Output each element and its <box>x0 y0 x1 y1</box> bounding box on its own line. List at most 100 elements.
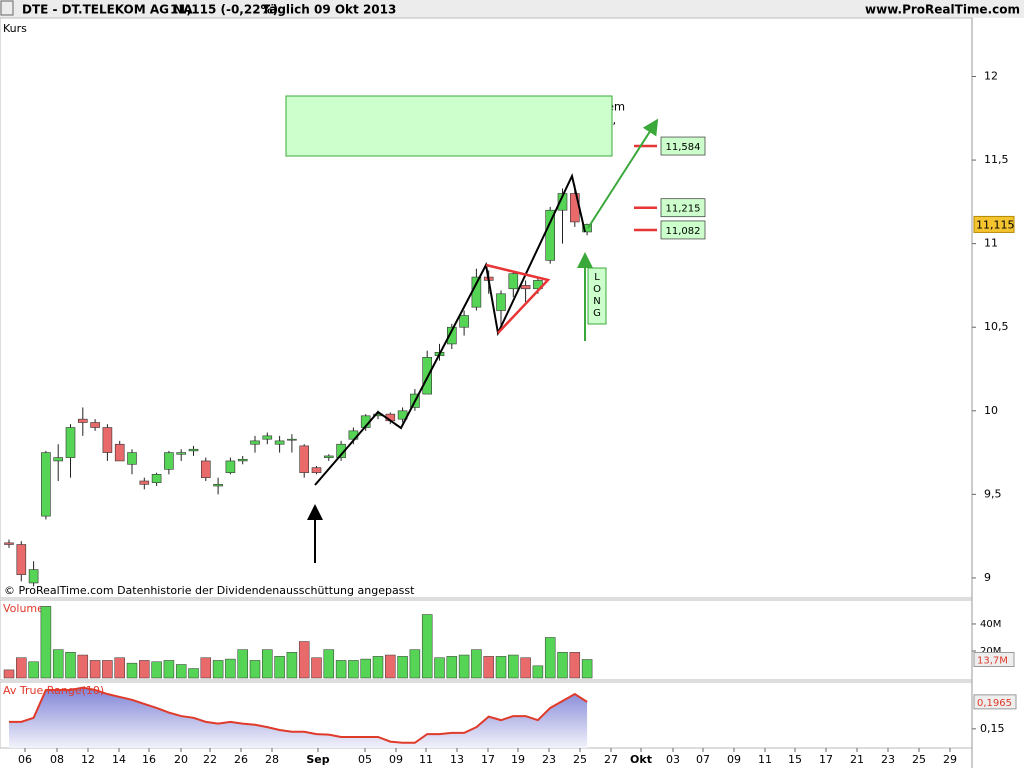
y-tick-label: 40M <box>980 619 1001 630</box>
volume-bar <box>495 656 507 679</box>
last-volume: 13,7M <box>977 655 1008 666</box>
volume-bar <box>348 660 359 679</box>
candle-body <box>582 224 592 233</box>
atr-line <box>9 686 588 744</box>
header-icon <box>0 0 14 16</box>
volume-bar <box>434 657 445 679</box>
candle-body <box>4 542 14 545</box>
candle-body <box>188 448 199 452</box>
y-tick-label: 9,5 <box>984 487 1002 500</box>
x-tick-label: 25 <box>573 753 587 766</box>
volume-bar <box>139 660 150 679</box>
x-tick-label: 26 <box>234 753 248 766</box>
x-tick-label: 07 <box>696 753 710 766</box>
signal-box <box>587 267 607 325</box>
volume-bar <box>151 661 162 679</box>
volume-bar <box>274 656 285 679</box>
volume-bar <box>262 649 273 679</box>
candle-body <box>250 440 260 445</box>
volume-bar <box>409 649 421 679</box>
candle-body <box>323 455 334 458</box>
volume-bar <box>581 659 593 679</box>
x-tick-label: 15 <box>788 753 802 766</box>
panes <box>0 17 973 768</box>
candle-body <box>262 435 273 440</box>
x-tick-label: 16 <box>142 753 156 766</box>
candle-body <box>557 193 568 211</box>
x-tick-label: 19 <box>511 753 525 766</box>
volume-bar <box>421 614 433 679</box>
volume-bar <box>311 657 322 679</box>
last-atr-box <box>973 694 1017 710</box>
candle-body <box>114 443 125 462</box>
period: Täglich 09 Okt 2013 <box>262 3 396 17</box>
x-tick-label: 21 <box>850 753 864 766</box>
volume-bar <box>225 658 236 679</box>
y-tick-label: 10 <box>984 404 998 417</box>
signal: LONG <box>592 272 603 320</box>
volume-bar <box>397 656 408 679</box>
candle-body <box>176 452 186 455</box>
candle-body <box>225 460 236 473</box>
atr-title: Av True Range(10) <box>3 684 104 697</box>
volume-bar <box>52 649 64 679</box>
volume-bar <box>77 654 89 679</box>
volume-bar <box>16 657 27 679</box>
volume-bar <box>544 637 556 679</box>
x-tick-label: 03 <box>666 753 680 766</box>
x-tick-label: 23 <box>542 753 556 766</box>
candle-body <box>201 460 211 478</box>
volume-bar <box>298 641 310 679</box>
volume-bar <box>471 649 482 679</box>
volume-bar <box>212 660 224 679</box>
volume-bar <box>40 606 52 679</box>
y-tick-label: 11,5 <box>984 153 1009 166</box>
candle-body <box>520 285 531 290</box>
candle-body <box>41 452 51 517</box>
candle-body <box>545 209 556 261</box>
volume-bar <box>520 657 531 679</box>
y-tick-label: 20M <box>980 646 1001 657</box>
symbol: DTE - DT.TELEKOM AG NA <box>22 3 193 17</box>
candle-body <box>139 480 150 485</box>
candle-body <box>446 326 457 345</box>
x-tick-label: 25 <box>912 753 926 766</box>
x-tick-label: 12 <box>81 753 95 766</box>
volume-bar <box>372 656 384 679</box>
x-tick-label: 27 <box>604 753 618 766</box>
last-atr: 0,1965 <box>977 698 1012 709</box>
x-tick-label: 08 <box>50 753 64 766</box>
volume-bar <box>200 657 212 679</box>
candle-body <box>164 452 174 470</box>
header-bar <box>0 0 1024 18</box>
x-tick-label: 17 <box>819 753 833 766</box>
volume-bar <box>385 654 396 679</box>
x-tick-label: 05 <box>358 753 372 766</box>
x-tick-label: Okt <box>630 753 652 766</box>
last-volume-box <box>973 651 1015 667</box>
x-tick-label: 11 <box>419 753 433 766</box>
candle-body <box>311 467 322 473</box>
volume-bar <box>323 649 335 679</box>
x-tick-label: 20 <box>174 753 188 766</box>
volume-bar <box>335 660 347 679</box>
volume-bar <box>483 656 494 679</box>
candle-body <box>28 569 39 584</box>
volume-bar <box>237 649 248 679</box>
level-box <box>660 198 706 218</box>
y-tick-label: 0,15 <box>980 722 1005 735</box>
candle-body <box>65 427 76 458</box>
candle-body <box>16 544 27 575</box>
candle-body <box>53 457 64 462</box>
volume-bar <box>508 654 519 679</box>
atr-area <box>9 687 588 748</box>
x-tick-label: 13 <box>450 753 464 766</box>
y-tick-label: 9 <box>984 571 991 584</box>
candle-body <box>213 484 223 487</box>
level-label: 11,082 <box>666 226 701 237</box>
volume-bar <box>163 660 175 679</box>
footnote: © ProRealTime.com Datenhistorie der Divi… <box>4 584 415 597</box>
volume-bar <box>249 660 261 679</box>
